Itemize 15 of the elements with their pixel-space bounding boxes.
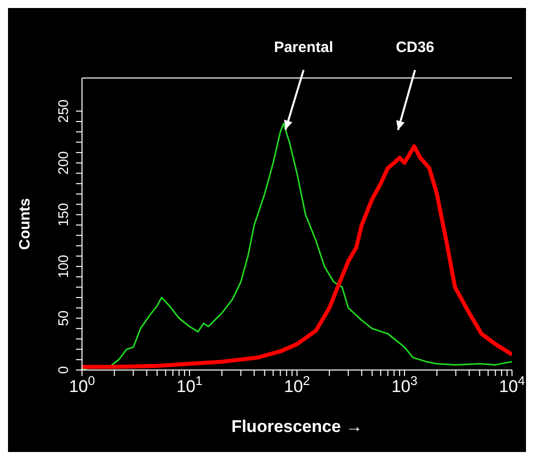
y-tick-label: 50 <box>55 310 71 326</box>
x-tick-label: 10$^{0}$ <box>68 372 96 396</box>
text: CD36 <box>396 39 434 56</box>
x-axis-title: Fluorescence → <box>231 417 363 436</box>
y-tick-label: 250 <box>55 99 71 123</box>
annotation: Parental <box>274 39 334 56</box>
y-tick-label: 0 <box>55 366 71 374</box>
x-tick-label: 10$^{3}$ <box>391 372 418 396</box>
x-tick-label: 10$^{1}$ <box>176 372 203 396</box>
y-axis-title: Counts <box>16 198 34 250</box>
x-tick-label: 10$^{4}$ <box>498 372 526 396</box>
y-tick-label: 200 <box>55 151 71 175</box>
y-tick-label: 100 <box>55 254 71 278</box>
x-tick-label: 10$^{2}$ <box>284 372 310 396</box>
y-tick-label: 150 <box>55 202 71 226</box>
